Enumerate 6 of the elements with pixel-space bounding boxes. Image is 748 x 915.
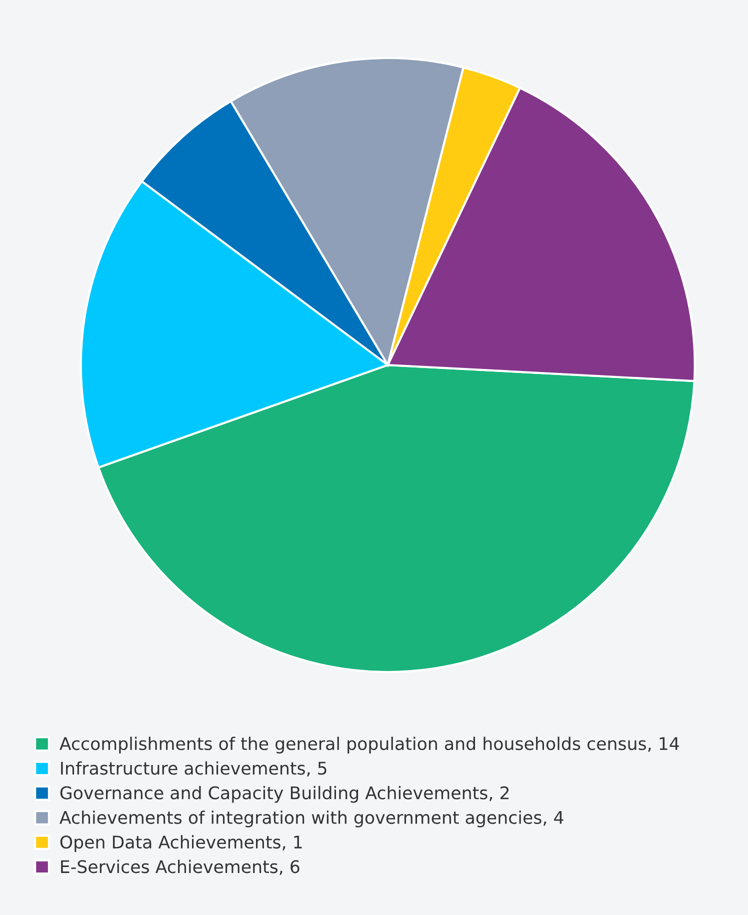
legend-label: Infrastructure achievements, 5: [61, 761, 326, 777]
legend-label: Accomplishments of the general population and households census, 14: [60, 736, 679, 754]
legend-label: Open Data Achievements, 1: [60, 835, 302, 852]
legend-label: Governance and Capacity Building Achievements, 2: [60, 786, 509, 803]
legend-label: E-Services Achievements, 6: [61, 860, 300, 875]
legend-label: Achievements of integration with government agencies, 4: [60, 810, 564, 828]
